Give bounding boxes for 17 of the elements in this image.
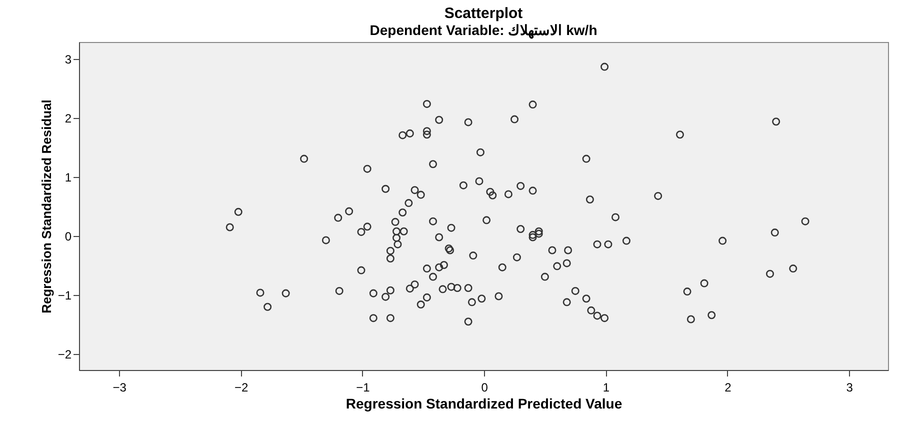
- x-tick-label: −3: [112, 380, 127, 394]
- x-tick-label: 2: [724, 380, 732, 394]
- y-tick-label: −2: [58, 348, 72, 362]
- x-tick-label: −2: [234, 380, 248, 394]
- chart-subtitle: Dependent Variable: الاستهلاك kw/h: [370, 22, 598, 39]
- x-tick-label: 1: [602, 380, 610, 394]
- x-tick-label: 0: [481, 380, 488, 394]
- y-tick-label: 2: [64, 112, 72, 126]
- x-tick-label: 3: [846, 380, 854, 394]
- y-tick-label: 1: [64, 170, 72, 185]
- x-tick-label: −1: [356, 380, 370, 394]
- x-axis-title: Regression Standardized Predicted Value: [346, 396, 622, 412]
- y-tick-label: −1: [58, 288, 72, 303]
- y-axis-title: Regression Standardized Residual: [38, 100, 54, 314]
- y-tick-label: 0: [64, 230, 72, 244]
- chart-title: Scatterplot: [444, 5, 523, 22]
- y-tick-label: 3: [64, 52, 72, 67]
